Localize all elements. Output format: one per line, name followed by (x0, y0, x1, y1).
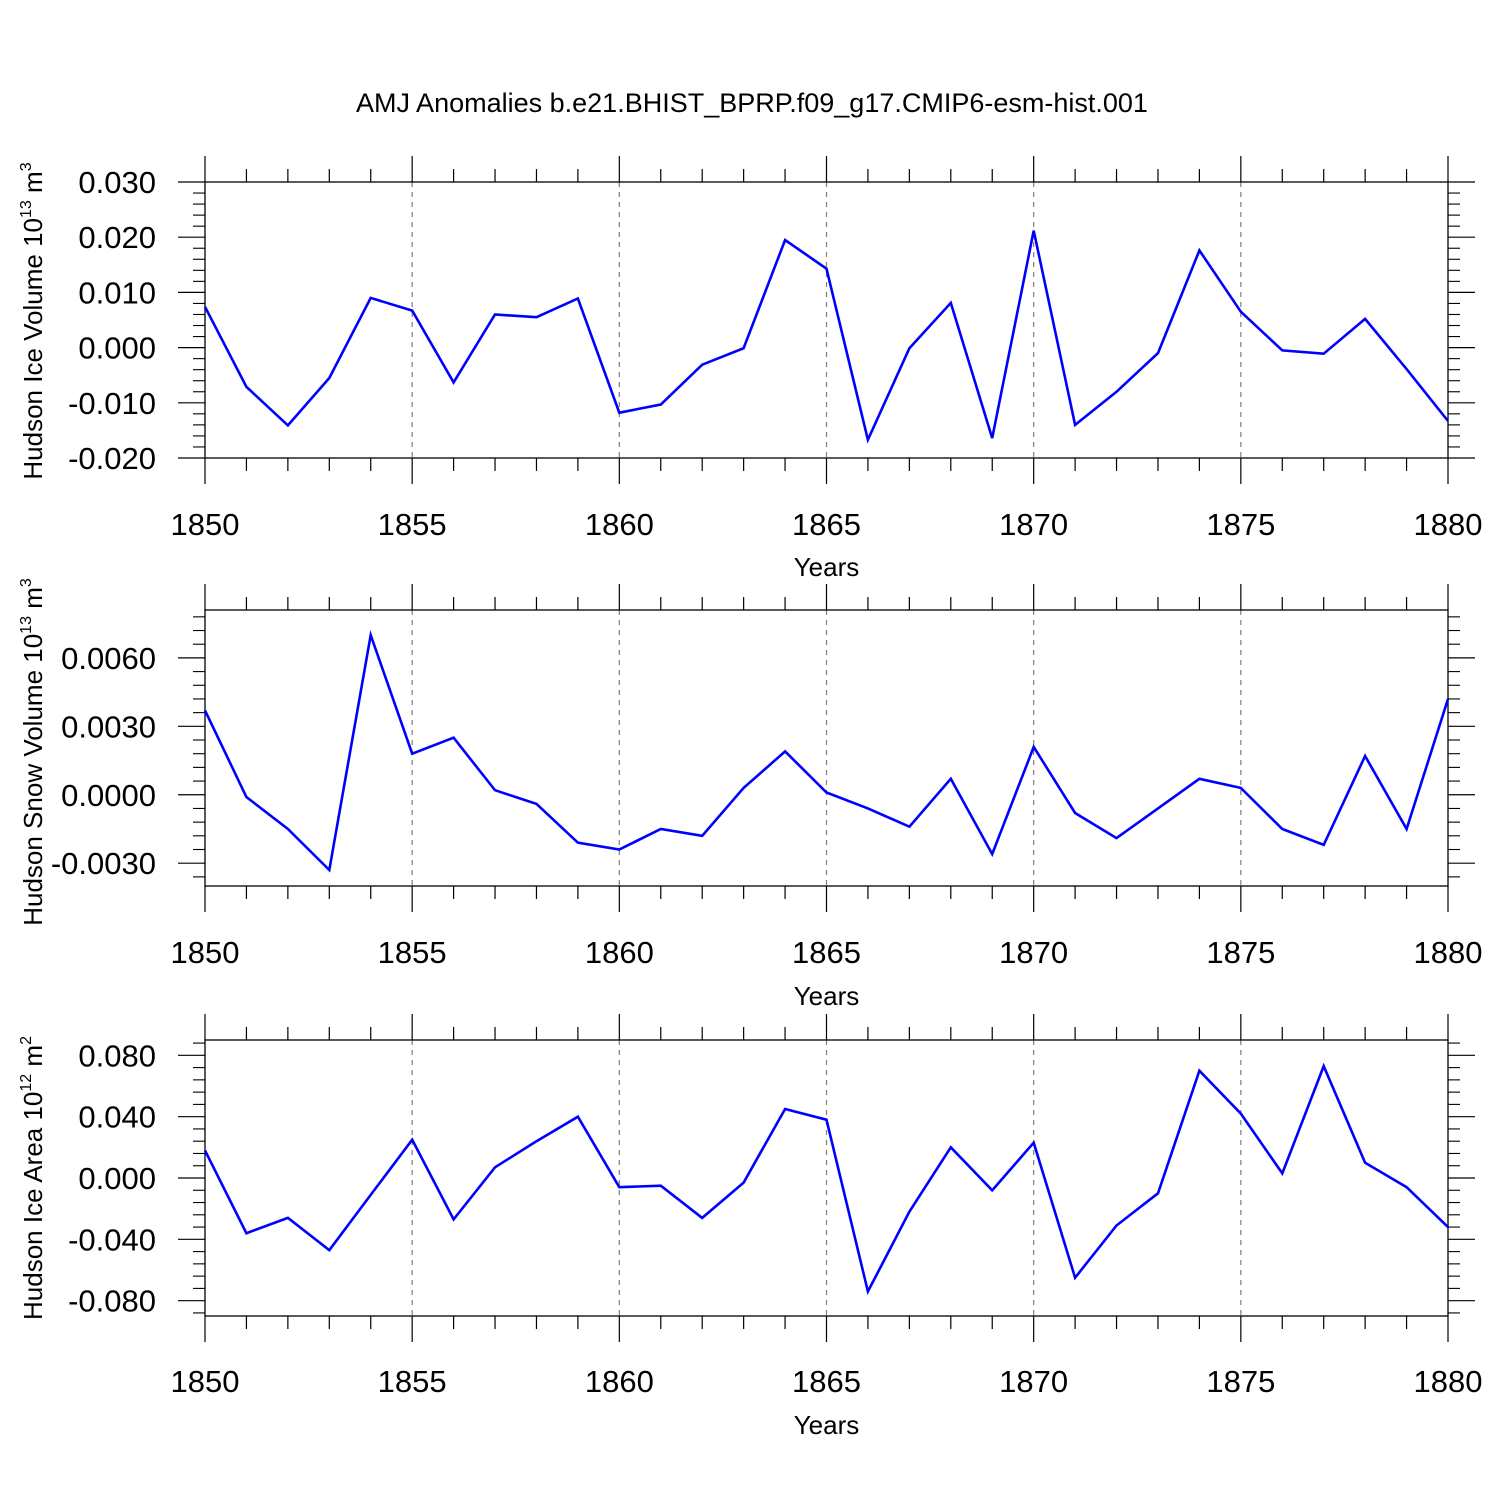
x-tick-label: 1875 (1206, 935, 1275, 970)
x-axis-title: Years (794, 552, 860, 582)
y-axis-title: Hudson Snow Volume 1013 m3 (18, 578, 48, 926)
y-tick-label: 0.020 (78, 220, 156, 255)
y-tick-label: -0.010 (68, 386, 156, 421)
x-tick-label: 1855 (378, 935, 447, 970)
y-axis-title: Hudson Ice Area 1012 m2 (18, 1036, 48, 1320)
x-axis-title: Years (794, 981, 860, 1011)
x-tick-label: 1860 (585, 507, 654, 542)
x-tick-label: 1875 (1206, 507, 1275, 542)
y-tick-label: 0.000 (78, 331, 156, 366)
panels-container: -0.020 -0.010 0.000 0.010 0.020 0.030 1850 1855… (18, 156, 1482, 1440)
x-tick-label: 1870 (999, 935, 1068, 970)
y-tick-label: -0.020 (68, 441, 156, 476)
x-tick-label: 1855 (378, 507, 447, 542)
x-tick-label: 1870 (999, 1364, 1068, 1399)
x-tick-label: 1850 (171, 935, 240, 970)
x-tick-label: 1880 (1414, 507, 1483, 542)
figure-title: AMJ Anomalies b.e21.BHIST_BPRP.f09_g17.C… (356, 88, 1148, 118)
panel-1: -0.020 -0.010 0.000 0.010 0.020 0.030 1850 1855… (18, 156, 1482, 582)
x-tick-label: 1880 (1414, 935, 1483, 970)
x-tick-label: 1880 (1414, 1364, 1483, 1399)
x-tick-label: 1860 (585, 935, 654, 970)
y-tick-label: 0.080 (78, 1038, 156, 1073)
y-axis-title: Hudson Ice Volume 1013 m3 (18, 162, 48, 479)
x-tick-label: 1865 (792, 507, 861, 542)
panel-2: -0.0030 0.0000 0.0030 0.0060 1850 1855 1860 186… (18, 578, 1482, 1011)
x-tick-label: 1865 (792, 935, 861, 970)
y-tick-label: 0.010 (78, 275, 156, 310)
x-axis-title: Years (794, 1410, 860, 1440)
y-tick-label: 0.040 (78, 1100, 156, 1135)
y-tick-label: 0.000 (78, 1161, 156, 1196)
y-tick-label: -0.080 (68, 1284, 156, 1319)
y-tick-label: 0.0060 (61, 641, 156, 676)
x-tick-label: 1855 (378, 1364, 447, 1399)
x-tick-label: 1865 (792, 1364, 861, 1399)
x-tick-label: 1860 (585, 1364, 654, 1399)
x-tick-label: 1850 (171, 1364, 240, 1399)
y-tick-label: -0.0030 (51, 846, 156, 881)
y-tick-label: 0.0030 (61, 709, 156, 744)
y-tick-label: -0.040 (68, 1222, 156, 1257)
y-tick-label: 0.030 (78, 165, 156, 200)
y-tick-label: 0.0000 (61, 778, 156, 813)
x-tick-label: 1875 (1206, 1364, 1275, 1399)
panel-3: -0.080 -0.040 0.000 0.040 0.080 1850 1855 1860 1… (18, 1014, 1482, 1440)
x-tick-label: 1870 (999, 507, 1068, 542)
x-tick-label: 1850 (171, 507, 240, 542)
